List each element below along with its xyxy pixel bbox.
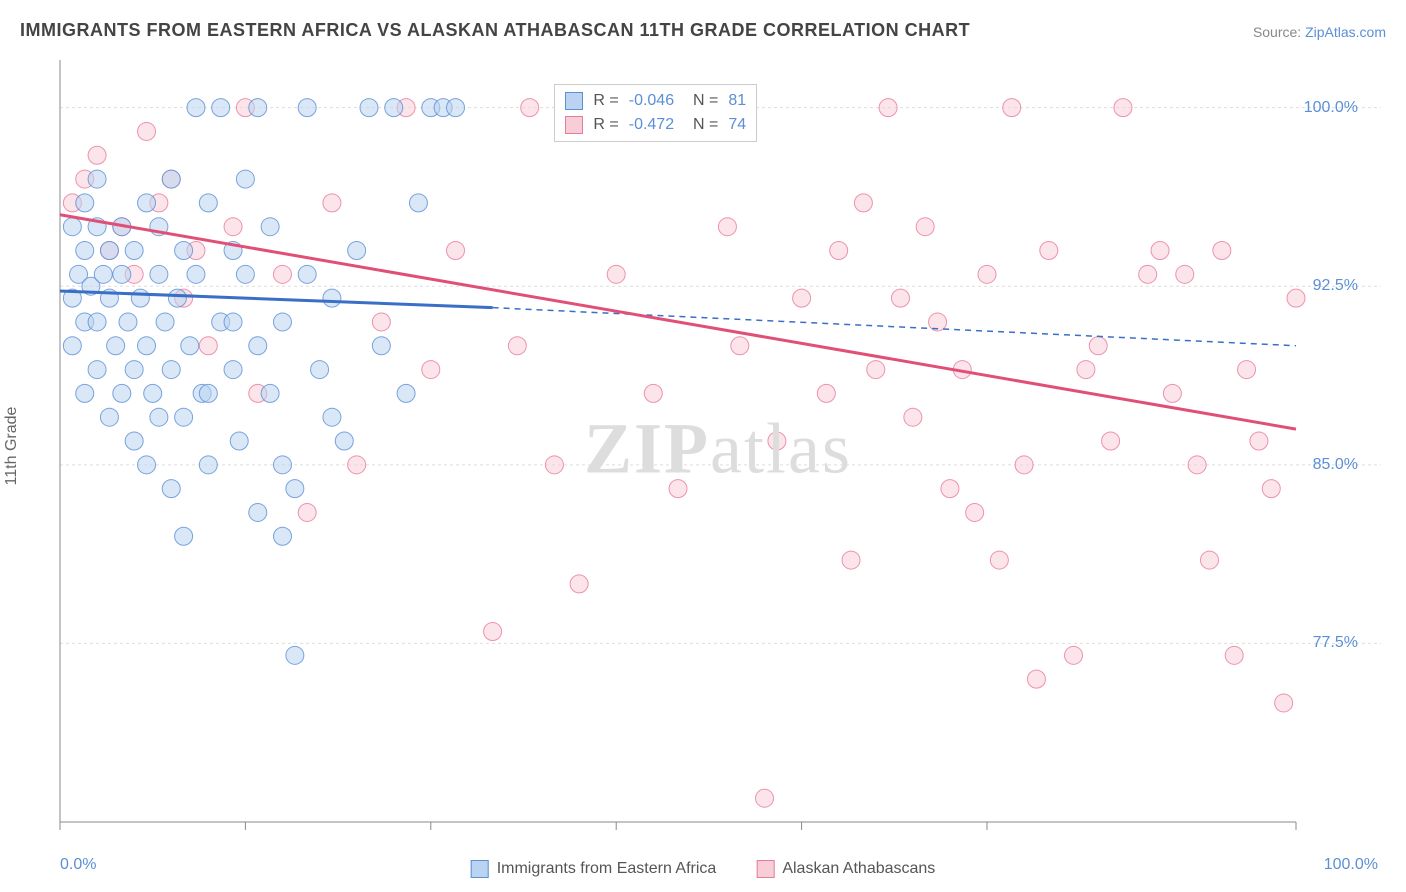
stats-r-value-1: -0.046 (629, 89, 674, 113)
chart-title: IMMIGRANTS FROM EASTERN AFRICA VS ALASKA… (20, 20, 970, 41)
legend-item-series2: Alaskan Athabascans (756, 860, 935, 878)
legend-item-series1: Immigrants from Eastern Africa (471, 860, 717, 878)
y-tick-label: 85.0% (1313, 456, 1358, 474)
source-link[interactable]: ZipAtlas.com (1305, 24, 1386, 40)
x-axis-max-label: 100.0% (1324, 856, 1378, 874)
y-tick-label: 92.5% (1313, 277, 1358, 295)
legend-label-series2: Alaskan Athabascans (782, 860, 935, 878)
stats-r-label: R = (593, 89, 618, 113)
legend-swatch-series1 (471, 860, 489, 878)
stats-n-label: N = (684, 89, 718, 113)
stats-n-value-1: 81 (728, 89, 746, 113)
stats-r-label: R = (593, 113, 618, 137)
chart-area: ZIPatlas R = -0.046 N = 81 R = -0.472 N … (50, 55, 1386, 842)
stats-n-value-2: 74 (728, 113, 746, 137)
stats-box: R = -0.046 N = 81 R = -0.472 N = 74 (554, 84, 757, 142)
bottom-legend: Immigrants from Eastern Africa Alaskan A… (471, 860, 936, 878)
source-attribution: Source: ZipAtlas.com (1253, 24, 1386, 40)
y-tick-label: 100.0% (1304, 99, 1358, 117)
stats-swatch-series1 (565, 92, 583, 110)
y-axis-label: 11th Grade (3, 407, 21, 486)
source-prefix: Source: (1253, 24, 1305, 40)
stats-row-series2: R = -0.472 N = 74 (565, 113, 746, 137)
x-axis-min-label: 0.0% (60, 856, 96, 874)
legend-swatch-series2 (756, 860, 774, 878)
legend-label-series1: Immigrants from Eastern Africa (497, 860, 717, 878)
y-tick-label: 77.5% (1313, 634, 1358, 652)
scatter-plot (50, 55, 1386, 842)
stats-r-value-2: -0.472 (629, 113, 674, 137)
stats-n-label: N = (684, 113, 718, 137)
stats-swatch-series2 (565, 116, 583, 134)
stats-row-series1: R = -0.046 N = 81 (565, 89, 746, 113)
